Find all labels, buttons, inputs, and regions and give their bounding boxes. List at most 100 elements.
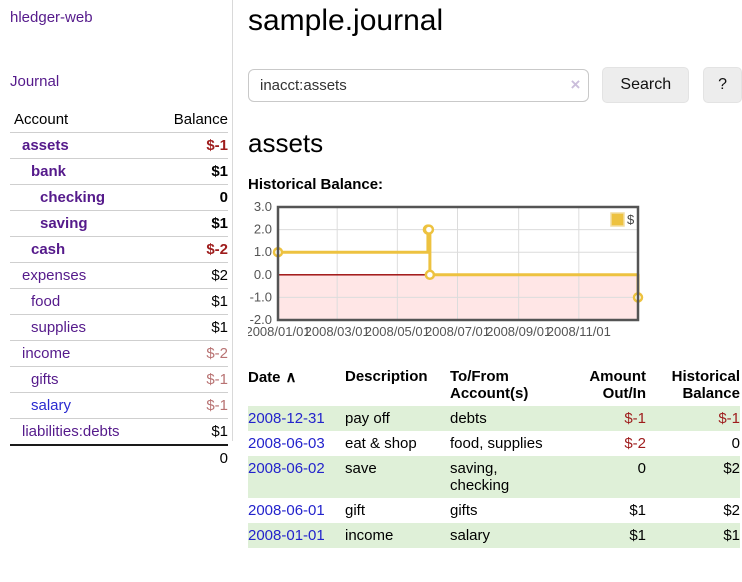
register-row: 2008-06-01 gift gifts $1 $2 (248, 498, 740, 523)
transaction-accounts: debts (450, 410, 487, 427)
accounts-total-row: 0 (10, 445, 228, 471)
account-link-income[interactable]: income (22, 345, 71, 362)
account-balance: $2 (211, 267, 228, 284)
account-balance: $1 (211, 423, 228, 440)
svg-text:2008/03/01: 2008/03/01 (305, 324, 370, 339)
register-row: 2008-06-03 eat & shop food, supplies $-2… (248, 431, 740, 456)
account-row: supplies $1 (10, 314, 228, 341)
transaction-description: save (345, 460, 377, 477)
account-row: checking 0 (10, 184, 228, 211)
account-row: bank $1 (10, 158, 228, 185)
account-balance: $-1 (206, 397, 228, 414)
account-row: assets $-1 (10, 132, 228, 159)
account-balance: $-1 (206, 137, 228, 154)
search-box: × (248, 68, 590, 102)
transaction-description: gift (345, 502, 366, 519)
transaction-amount: $1 (629, 527, 646, 544)
search-button[interactable]: Search (602, 67, 690, 103)
transaction-accounts: gifts (450, 502, 478, 519)
register-row: 2008-01-01 income salary $1 $1 (248, 523, 740, 548)
account-balance: $-2 (206, 345, 228, 362)
account-link-assets[interactable]: assets (22, 137, 69, 154)
account-balance: 0 (219, 189, 228, 206)
account-link-salary[interactable]: salary (31, 397, 72, 414)
account-link-gifts[interactable]: gifts (31, 371, 59, 388)
account-row: salary $-1 (10, 392, 228, 419)
svg-text:0.0: 0.0 (254, 267, 272, 282)
register-row: 2008-06-02 save saving, checking 0 $2 (248, 456, 740, 498)
account-row: food $1 (10, 288, 228, 315)
account-page-title: assets (248, 128, 324, 158)
sidebar-divider (232, 0, 233, 441)
svg-text:2008/05/01: 2008/05/01 (365, 324, 430, 339)
transaction-accounts: saving, checking (450, 460, 510, 494)
transaction-date-link[interactable]: 2008-06-01 (248, 502, 325, 519)
transaction-amount: $1 (629, 502, 646, 519)
transaction-date-link[interactable]: 2008-06-03 (248, 435, 325, 452)
svg-text:-1.0: -1.0 (250, 289, 272, 304)
account-row: gifts $-1 (10, 366, 228, 393)
transaction-date-link[interactable]: 2008-12-31 (248, 410, 325, 427)
account-balance: $-2 (206, 241, 228, 258)
transaction-description: eat & shop (345, 435, 417, 452)
svg-text:2.0: 2.0 (254, 222, 272, 237)
chart-label: Historical Balance: (248, 176, 384, 193)
svg-text:2008/11/01: 2008/11/01 (547, 324, 611, 339)
transaction-balance: $-1 (718, 410, 740, 427)
transaction-accounts: food, supplies (450, 435, 543, 452)
sidebar-item-journal[interactable]: Journal (10, 73, 60, 90)
search-input[interactable] (248, 68, 590, 102)
account-link-liabilities-debts[interactable]: liabilities:debts (22, 423, 120, 440)
accounts-column-header: To/From Account(s) (450, 368, 529, 402)
account-link-saving[interactable]: saving (40, 215, 88, 232)
description-column-header: Description (345, 368, 428, 385)
search-form: × Search ? (248, 67, 742, 103)
svg-text:$: $ (627, 212, 635, 227)
accounts-total-value: 0 (219, 450, 228, 467)
account-balance: $1 (211, 215, 228, 232)
account-link-food[interactable]: food (31, 293, 61, 310)
account-link-checking[interactable]: checking (40, 189, 106, 206)
register-row: 2008-12-31 pay off debts $-1 $-1 (248, 406, 740, 431)
transaction-balance: $1 (723, 527, 740, 544)
account-link-bank[interactable]: bank (31, 163, 67, 180)
date-column-header[interactable]: Date ∧ (248, 369, 297, 386)
clear-search-icon[interactable]: × (570, 74, 581, 94)
transaction-balance: 0 (731, 435, 740, 452)
app-brand-link[interactable]: hledger-web (10, 9, 93, 26)
search-help-button[interactable]: ? (703, 67, 742, 103)
chart-container: $3.0 2.0 1.0 0.0 -1.0 -2.0 2008/01/01 2008/03/0… (245, 199, 742, 346)
svg-text:1.0: 1.0 (254, 244, 272, 259)
account-row: income $-2 (10, 340, 228, 367)
account-link-cash[interactable]: cash (31, 241, 66, 258)
svg-text:2008/07/01: 2008/07/01 (425, 324, 490, 339)
account-balance: $-1 (206, 371, 228, 388)
account-row: saving $1 (10, 210, 228, 237)
account-row: liabilities:debts $1 (10, 418, 228, 446)
transaction-balance: $2 (723, 460, 740, 477)
account-row: cash $-2 (10, 236, 228, 263)
transaction-description: income (345, 527, 394, 544)
accounts-table-header: Account Balance (10, 107, 228, 133)
historical-balance-chart: $3.0 2.0 1.0 0.0 -1.0 -2.02008/01/012008/03/0… (245, 199, 644, 339)
account-balance: $1 (211, 319, 228, 336)
svg-text:2008/09/01: 2008/09/01 (486, 324, 551, 339)
account-balance: $1 (211, 163, 228, 180)
balance-column-header: Historical Balance (671, 368, 740, 402)
balance-column-header: Balance (173, 111, 228, 128)
account-link-supplies[interactable]: supplies (31, 319, 87, 336)
transaction-date-link[interactable]: 2008-01-01 (248, 527, 325, 544)
transaction-amount: $-1 (624, 410, 646, 427)
svg-text:-2.0: -2.0 (250, 312, 272, 327)
sort-ascending-icon: ∧ (285, 369, 297, 386)
transaction-date-link[interactable]: 2008-06-02 (248, 460, 325, 477)
transaction-description: pay off (345, 410, 390, 427)
account-link-expenses[interactable]: expenses (22, 267, 87, 284)
register-table: Date ∧ Description To/From Account(s) Amo… (248, 366, 740, 548)
page-title: sample.journal (248, 4, 444, 37)
transaction-amount: 0 (637, 460, 646, 477)
accounts-table: Account Balance assets $-1 bank $1 check… (10, 107, 228, 471)
account-column-header: Account (14, 111, 69, 128)
account-balance: $1 (211, 293, 228, 310)
transaction-amount: $-2 (624, 435, 646, 452)
